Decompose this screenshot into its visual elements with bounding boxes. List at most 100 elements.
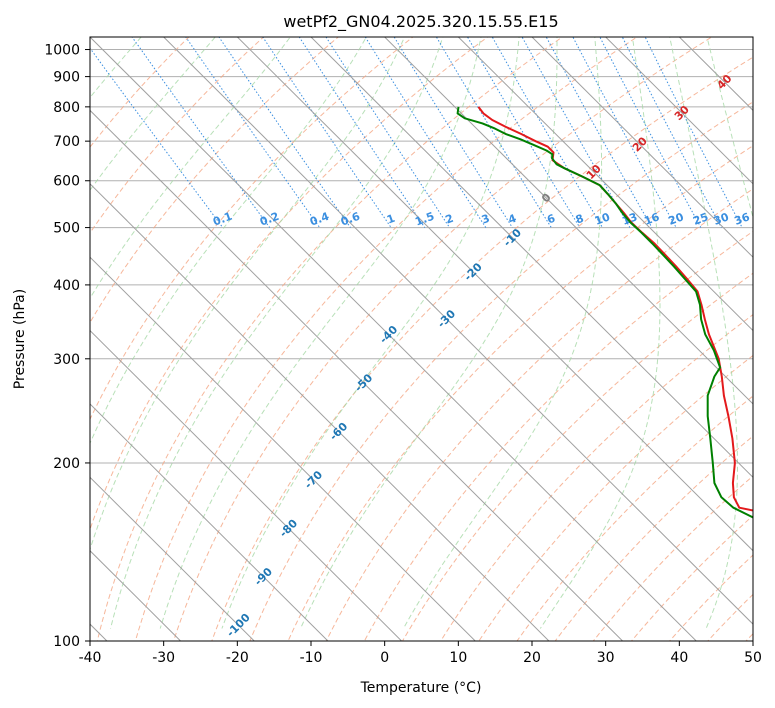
moist-adiabat	[300, 37, 558, 629]
isotherm-line	[162, 37, 753, 625]
isotherm-line	[310, 37, 753, 479]
mixing-ratio-label: 0.6	[339, 210, 362, 229]
mixing-ratio-label: 4	[506, 212, 518, 227]
mixing-ratio-label: 20	[667, 210, 686, 228]
mixing-ratio-line	[185, 37, 321, 228]
mixing-ratio-label: 25	[691, 210, 710, 227]
y-axis-label: Pressure (hPa)	[12, 289, 28, 389]
isotherm-line	[90, 550, 182, 641]
moist-adiabat	[110, 37, 444, 629]
isotherm-line	[383, 37, 753, 405]
mixing-ratio-label: 8	[574, 212, 586, 227]
mixing-ratio-line	[364, 37, 487, 228]
mixing-ratio-label: 10	[593, 210, 612, 228]
mixing-ratio-line	[325, 37, 451, 228]
isotherm-line	[236, 37, 753, 552]
moist-adiabat	[90, 37, 367, 445]
x-tick-label: -40	[79, 650, 102, 666]
dry-adiabat	[478, 354, 753, 641]
dry-adiabat	[90, 37, 489, 531]
y-tick-label: 900	[53, 70, 80, 86]
plot-frame	[89, 36, 754, 642]
x-tick-label: 20	[523, 650, 541, 666]
plot-area: -100-90-80-70-60-50-40-30-20-10010203040…	[89, 36, 754, 642]
background-lines	[90, 37, 753, 641]
dry-adiabat	[287, 145, 753, 641]
mixing-ratio-label: 1.5	[413, 210, 436, 229]
dry-adiabat	[440, 313, 753, 641]
x-tick-label: 40	[670, 650, 688, 666]
dry-adiabat	[90, 37, 190, 148]
moist-adiabat	[159, 37, 482, 629]
x-tick-label: 30	[597, 650, 615, 666]
y-tick-label: 100	[53, 634, 80, 650]
mixing-ratio-label: 0.4	[308, 210, 331, 229]
moist-adiabat	[90, 37, 216, 192]
dry-adiabat	[325, 188, 753, 641]
x-tick-label: -20	[226, 650, 249, 666]
mixing-ratio-line	[491, 37, 603, 228]
mixing-ratio-line	[545, 37, 653, 228]
dry-adiabat	[363, 230, 753, 641]
y-tick-label: 1000	[44, 43, 80, 59]
mixing-ratio-label: 2	[444, 212, 456, 227]
x-tick-label: 10	[449, 650, 467, 666]
mixing-ratio-label: 6	[545, 212, 557, 227]
mixing-ratio-line	[521, 37, 631, 228]
y-tick-label: 400	[53, 278, 80, 294]
mixing-ratio-line	[262, 37, 392, 228]
dry-adiabat	[173, 37, 713, 641]
x-tick-label: 50	[744, 650, 762, 666]
isotherm-line	[90, 37, 697, 641]
mixing-ratio-label: 0.1	[211, 210, 234, 229]
profile-lines	[456, 106, 753, 519]
x-tick-label: -30	[152, 650, 175, 666]
x-axis-label: Temperature (°C)	[360, 680, 482, 696]
mixing-ratio-label: 30	[712, 210, 731, 228]
isotherm-line	[531, 37, 753, 258]
dry-adiabat	[554, 435, 753, 641]
isotherm-line	[90, 329, 403, 641]
y-tick-label: 500	[53, 221, 80, 237]
y-tick-label: 600	[53, 174, 80, 190]
isotherm-line	[90, 476, 255, 641]
mixing-ratio-line	[435, 37, 552, 228]
dewpoint-profile	[456, 106, 753, 519]
x-tick-label: -10	[300, 650, 323, 666]
mixing-ratio-line	[621, 37, 722, 228]
axes: -40 -30 -20 -10 0 10 20 30 40 5010020030040050060…	[44, 43, 762, 666]
dry-adiabat	[96, 37, 564, 641]
y-tick-label: 700	[53, 134, 80, 150]
mixing-ratio-line	[644, 37, 743, 228]
dry-adiabat	[134, 37, 638, 641]
isotherm-line	[90, 256, 476, 641]
mixing-ratio-line	[131, 37, 271, 228]
moist-adiabat	[706, 37, 753, 220]
moist-adiabat	[669, 37, 738, 629]
isotherm-line	[457, 37, 753, 332]
mixing-ratio-label: 0.2	[258, 210, 281, 229]
dry-adiabat	[516, 395, 753, 641]
isotherm-line	[604, 37, 753, 185]
dry-adiabat	[90, 37, 265, 234]
mixing-ratio-line	[393, 37, 513, 228]
y-tick-label: 300	[53, 352, 80, 368]
dry-adiabat	[211, 56, 753, 641]
mixing-ratio-label: 16	[642, 210, 661, 228]
isotherm-line	[90, 183, 550, 641]
mixing-ratio-label: 1	[385, 212, 397, 227]
mixing-ratio-line	[218, 37, 351, 228]
isotherm-line	[90, 403, 329, 641]
y-tick-label: 800	[53, 100, 80, 116]
y-tick-label: 200	[53, 456, 80, 472]
isotherm-line	[90, 109, 624, 641]
x-tick-label: 0	[380, 650, 389, 666]
mixing-ratio-label: 3	[480, 212, 492, 227]
mixing-ratio-label: 36	[733, 210, 752, 228]
dry-adiabat	[90, 37, 414, 421]
plot-background	[90, 37, 753, 641]
dry-adiabat	[631, 514, 753, 641]
moist-adiabat	[221, 37, 520, 629]
chart-title: wetPf2_GN04.2025.320.15.55.E15	[283, 12, 558, 32]
